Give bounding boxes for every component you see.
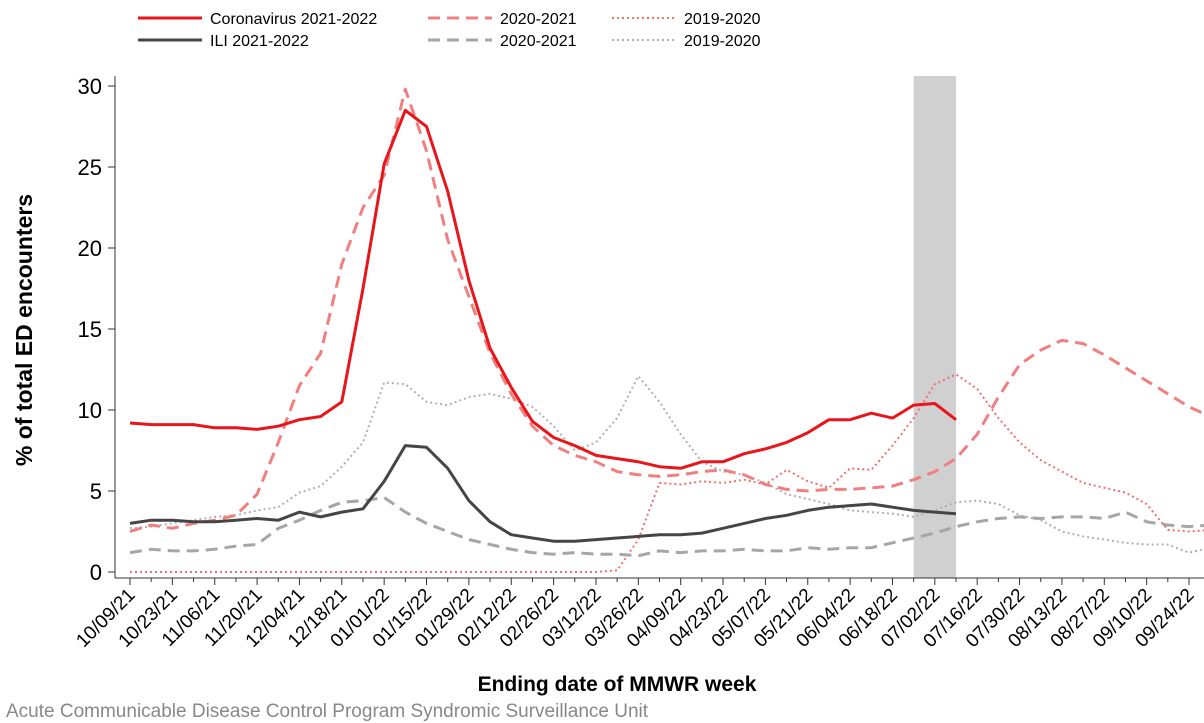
shaded-region — [913, 76, 957, 578]
y-tick-label: 25 — [78, 155, 102, 180]
background-layer — [913, 76, 957, 578]
y-tick-label: 0 — [90, 560, 102, 585]
legend-label: 2019-2020 — [684, 33, 761, 50]
series-line — [129, 444, 957, 543]
footer: Acute Communicable Disease Control Progr… — [6, 701, 649, 722]
legend-label: 2020-2021 — [500, 11, 577, 28]
y-tick-label: 5 — [90, 479, 102, 504]
legend-label: 2020-2021 — [500, 33, 577, 50]
legend: Coronavirus 2021-2022 ILI 2021-2022 2020-2… — [138, 11, 761, 50]
x-axis-label: Ending date of MMWR week — [478, 673, 757, 696]
y-tick-label: 10 — [78, 398, 102, 423]
y-axis-label: % of total ED encounters — [11, 194, 37, 466]
legend-label: Coronavirus 2021-2022 — [210, 11, 377, 28]
y-tick-label: 30 — [78, 74, 102, 99]
y-tick-label: 20 — [78, 236, 102, 261]
series-line — [129, 87, 1204, 533]
series-line — [129, 496, 1204, 558]
series-line — [129, 108, 957, 470]
plot-area — [129, 87, 1204, 573]
series-line — [129, 375, 1204, 554]
legend-label: 2019-2020 — [684, 11, 761, 28]
legend-label: ILI 2021-2022 — [210, 33, 309, 50]
y-tick-label: 15 — [78, 317, 102, 342]
series-line — [130, 373, 1204, 573]
